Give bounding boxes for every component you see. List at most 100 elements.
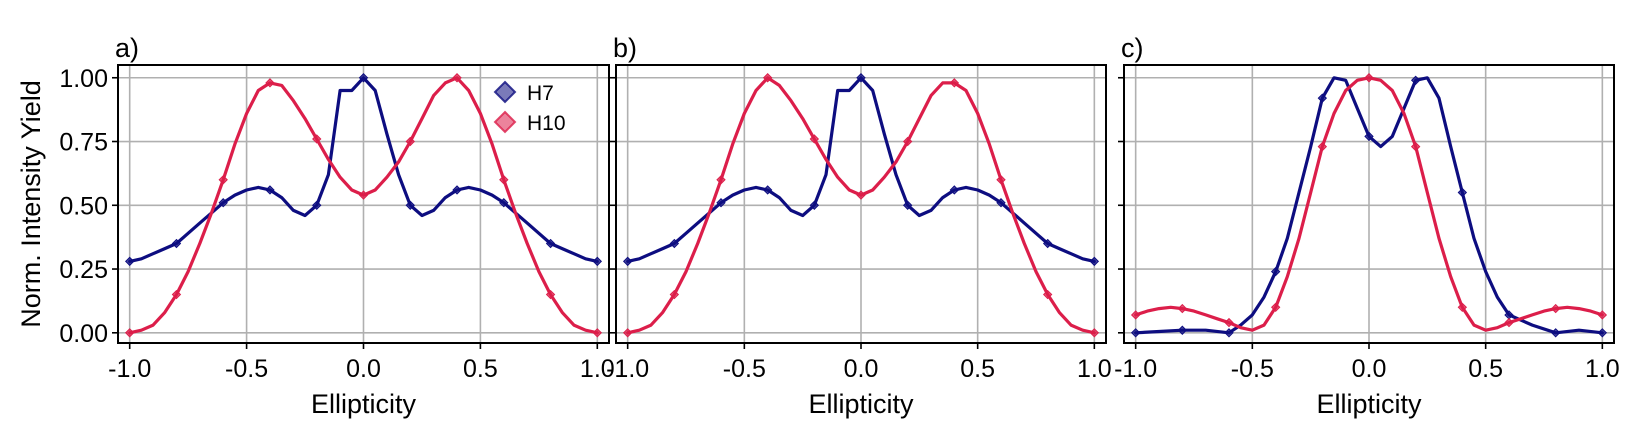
data-point-h10 — [762, 73, 773, 83]
data-point-h7 — [218, 198, 228, 208]
y-axis-label: Norm. Intensity Yield — [16, 80, 46, 328]
data-point-h10 — [1550, 303, 1561, 314]
data-point-h7 — [545, 238, 556, 249]
data-point-h7 — [949, 185, 960, 195]
data-point-h10 — [545, 289, 556, 300]
x-tick-label: 0.0 — [1352, 355, 1387, 383]
x-axis-label: Ellipticity — [1316, 389, 1422, 419]
x-tick-label: 1.0 — [1585, 355, 1620, 383]
legend-label-h10: H10 — [527, 112, 566, 135]
data-point-h10 — [1317, 141, 1328, 152]
data-point-h10 — [1042, 289, 1053, 300]
y-tick-label: 0.00 — [59, 320, 108, 348]
data-point-h10 — [809, 134, 820, 144]
data-point-h7 — [452, 185, 462, 195]
data-point-h10 — [949, 78, 960, 88]
data-point-h7 — [1042, 238, 1053, 249]
data-point-h10 — [1410, 141, 1421, 152]
data-point-h10 — [171, 289, 182, 300]
x-tick-label: 0.5 — [1468, 355, 1503, 383]
data-point-h10 — [856, 190, 866, 200]
data-point-h7 — [124, 256, 135, 267]
data-point-h7 — [1550, 328, 1561, 338]
data-point-h7 — [669, 238, 680, 249]
data-point-h7 — [1270, 266, 1281, 277]
data-point-h7 — [1364, 131, 1374, 142]
data-point-h7 — [1130, 328, 1141, 338]
y-tick-label: 0.25 — [59, 256, 108, 284]
x-tick-label: -1.0 — [1114, 355, 1157, 383]
data-point-h10 — [1270, 302, 1281, 313]
x-tick-label: 0.0 — [844, 355, 879, 383]
x-tick-label: 1.0 — [1077, 355, 1112, 383]
data-point-h7 — [1410, 75, 1421, 86]
data-point-h7 — [358, 73, 369, 83]
data-point-h10 — [622, 328, 633, 338]
data-point-h10 — [669, 289, 680, 300]
panel-label: a) — [115, 33, 139, 63]
x-tick-label: -0.5 — [1231, 355, 1274, 383]
data-point-h7 — [171, 238, 182, 249]
x-tick-label: 1.0 — [580, 355, 615, 383]
panel-label: b) — [613, 33, 637, 63]
data-point-h10 — [124, 328, 135, 338]
x-tick-label: -0.5 — [723, 355, 766, 383]
legend-marker-h10 — [493, 110, 517, 134]
data-point-h10 — [312, 134, 322, 144]
x-axis-label: Ellipticity — [808, 389, 914, 419]
data-point-h7 — [902, 200, 913, 210]
data-point-h7 — [312, 200, 322, 210]
data-point-h7 — [762, 185, 773, 195]
x-tick-label: -0.5 — [225, 355, 268, 383]
x-tick-label: 0.5 — [960, 355, 995, 383]
data-point-h10 — [1457, 302, 1468, 313]
data-point-h7 — [1224, 328, 1234, 338]
data-point-h10 — [265, 78, 275, 88]
x-tick-label: -1.0 — [108, 355, 151, 383]
data-point-h10 — [1089, 328, 1100, 338]
data-point-h10 — [1224, 317, 1234, 328]
x-axis-label: Ellipticity — [311, 389, 417, 419]
data-point-h10 — [716, 175, 726, 185]
data-point-h7 — [265, 185, 275, 195]
data-point-h7 — [499, 198, 509, 208]
y-tick-label: 1.00 — [59, 65, 108, 93]
data-point-h10 — [902, 136, 913, 147]
data-point-h10 — [1504, 317, 1514, 328]
data-point-h7 — [592, 256, 603, 267]
data-point-h7 — [996, 198, 1006, 208]
data-point-h10 — [499, 175, 509, 185]
data-point-h7 — [405, 200, 415, 210]
data-point-h7 — [1089, 256, 1100, 267]
panel-label: c) — [1121, 33, 1144, 63]
data-point-h10 — [1364, 73, 1374, 83]
data-point-h7 — [1597, 328, 1608, 338]
panel-a: -1.0 -0.5 0.0 0.5 1.0 0.00 0.25 0.50 0.75 1.00 Ell… — [16, 33, 615, 419]
x-tick-label: 0.0 — [346, 355, 381, 383]
data-point-h10 — [218, 175, 228, 185]
data-point-h10 — [1597, 310, 1608, 320]
data-point-h10 — [1177, 303, 1188, 314]
data-point-h10 — [405, 136, 415, 147]
legend-label-h7: H7 — [527, 82, 554, 105]
data-point-h7 — [809, 200, 820, 210]
data-point-h10 — [452, 73, 462, 83]
data-point-h10 — [996, 175, 1006, 185]
data-point-h7 — [622, 256, 633, 267]
panel-c: -1.0 -0.5 0.0 0.5 1.0 Ellipticity c) — [1114, 33, 1620, 419]
legend-marker-h7 — [493, 80, 517, 104]
data-point-h10 — [592, 328, 603, 338]
x-tick-label: -1.0 — [606, 355, 649, 383]
data-point-h10 — [1130, 310, 1141, 320]
y-tick-label: 0.50 — [59, 192, 108, 220]
data-point-h7 — [1317, 93, 1328, 103]
data-point-h10 — [358, 190, 369, 200]
data-point-h7 — [1177, 325, 1188, 335]
data-point-h7 — [1457, 187, 1468, 198]
data-point-h7 — [716, 198, 726, 208]
data-point-h7 — [856, 73, 866, 83]
x-tick-label: 0.5 — [463, 355, 498, 383]
panel-b: -1.0 -0.5 0.0 0.5 1.0 Ellipticity b) — [606, 33, 1112, 419]
